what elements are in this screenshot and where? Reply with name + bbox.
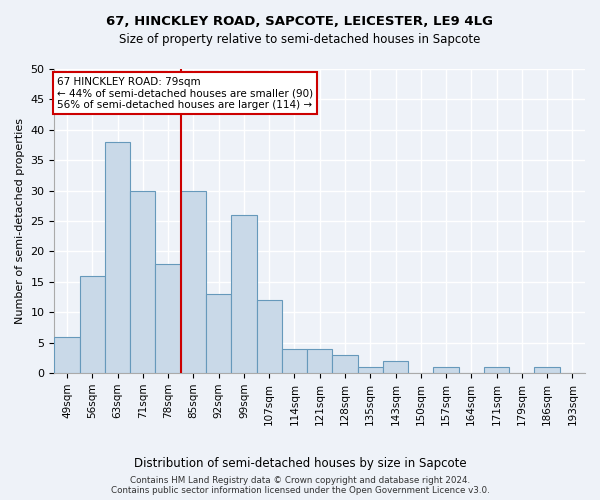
Bar	[332, 355, 358, 373]
Bar	[307, 349, 332, 373]
Bar	[484, 367, 509, 373]
Bar	[80, 276, 105, 373]
Bar	[433, 367, 458, 373]
Bar	[181, 190, 206, 373]
Bar	[282, 349, 307, 373]
Text: Size of property relative to semi-detached houses in Sapcote: Size of property relative to semi-detach…	[119, 32, 481, 46]
Bar	[383, 361, 408, 373]
Text: 67 HINCKLEY ROAD: 79sqm
← 44% of semi-detached houses are smaller (90)
56% of se: 67 HINCKLEY ROAD: 79sqm ← 44% of semi-de…	[57, 76, 313, 110]
Text: Contains HM Land Registry data © Crown copyright and database right 2024.
Contai: Contains HM Land Registry data © Crown c…	[110, 476, 490, 495]
Bar	[535, 367, 560, 373]
Bar	[257, 300, 282, 373]
Bar	[55, 336, 80, 373]
Y-axis label: Number of semi-detached properties: Number of semi-detached properties	[15, 118, 25, 324]
Bar	[155, 264, 181, 373]
Bar	[105, 142, 130, 373]
Bar	[130, 190, 155, 373]
Bar	[206, 294, 231, 373]
Text: 67, HINCKLEY ROAD, SAPCOTE, LEICESTER, LE9 4LG: 67, HINCKLEY ROAD, SAPCOTE, LEICESTER, L…	[107, 15, 493, 28]
Bar	[358, 367, 383, 373]
Text: Distribution of semi-detached houses by size in Sapcote: Distribution of semi-detached houses by …	[134, 458, 466, 470]
Bar	[231, 215, 257, 373]
